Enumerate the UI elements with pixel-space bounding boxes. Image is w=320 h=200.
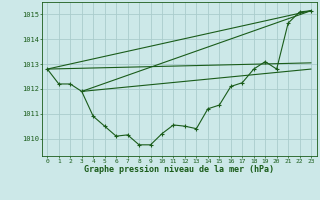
X-axis label: Graphe pression niveau de la mer (hPa): Graphe pression niveau de la mer (hPa) <box>84 165 274 174</box>
